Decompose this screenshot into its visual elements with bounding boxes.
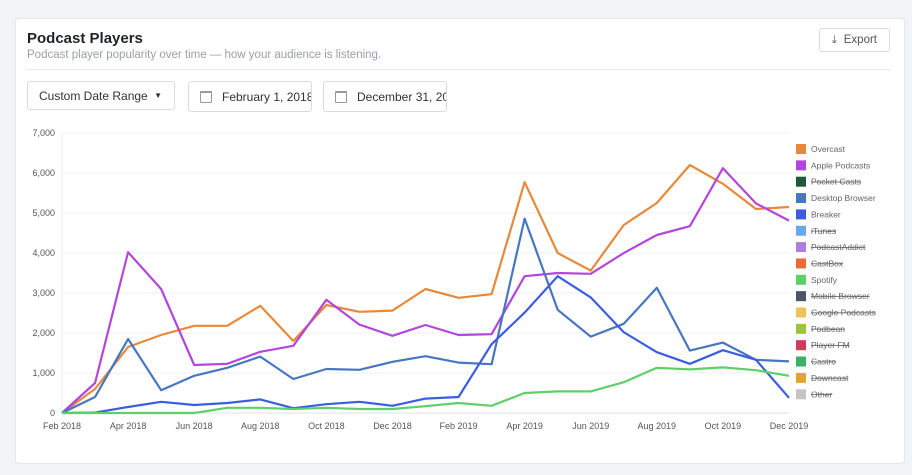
x-tick-label: Jun 2019 (572, 421, 609, 431)
legend-swatch (796, 340, 806, 351)
legend-item-downcast[interactable]: Downcast (811, 373, 849, 383)
end-date-value: December 31, 2019 (357, 89, 446, 104)
end-date-input[interactable]: December 31, 2019 (323, 81, 447, 112)
x-tick-label: Dec 2019 (770, 421, 809, 431)
legend-swatch (796, 160, 806, 171)
y-tick-label: 2,000 (32, 328, 55, 338)
legend-item-spotify[interactable]: Spotify (811, 275, 838, 285)
y-tick-label: 4,000 (32, 248, 55, 258)
calendar-icon (335, 90, 347, 103)
legend-item-podcastaddict[interactable]: PodcastAddict (811, 242, 866, 252)
series-line-apple-podcasts (61, 167, 790, 414)
x-tick-label: Feb 2018 (43, 421, 81, 431)
legend-item-breaker[interactable]: Breaker (811, 209, 841, 219)
calendar-icon (200, 90, 212, 103)
x-tick-label: Jun 2018 (176, 421, 213, 431)
legend-item-mobile-browser[interactable]: Mobile Browser (811, 291, 870, 301)
page-title: Podcast Players (27, 30, 143, 47)
x-tick-label: Aug 2018 (241, 421, 280, 431)
y-tick-label: 7,000 (32, 128, 55, 138)
legend-swatch (796, 242, 806, 253)
series-line-spotify (62, 366, 790, 415)
legend-swatch (796, 274, 806, 285)
legend-item-pocket-casts[interactable]: Pocket Casts (811, 177, 861, 187)
x-tick-label: Oct 2018 (308, 421, 345, 431)
legend-item-desktop-browser[interactable]: Desktop Browser (811, 193, 876, 203)
legend-item-itunes[interactable]: iTunes (811, 226, 836, 236)
legend-item-podbean[interactable]: Podbean (811, 324, 845, 334)
x-tick-label: Apr 2018 (110, 421, 147, 431)
legend-item-player-fm[interactable]: Player FM (811, 340, 850, 350)
legend-swatch (796, 372, 806, 383)
x-tick-label: Aug 2019 (638, 421, 677, 431)
series-line-desktop-browser (61, 217, 790, 414)
date-range-select[interactable]: Custom Date Range ▼ (27, 81, 175, 110)
legend-swatch (796, 258, 806, 269)
y-tick-label: 0 (50, 408, 55, 418)
legend-swatch (796, 323, 806, 334)
legend-swatch (796, 389, 806, 400)
x-tick-label: Dec 2018 (373, 421, 412, 431)
caret-down-icon: ▼ (154, 91, 162, 100)
legend-item-apple-podcasts[interactable]: Apple Podcasts (811, 160, 870, 170)
date-range-value: Custom Date Range (39, 88, 148, 103)
export-button[interactable]: ⤓ Export (818, 28, 890, 52)
start-date-value: February 1, 2018 (222, 89, 312, 104)
x-tick-label: Apr 2019 (506, 421, 543, 431)
legend-item-overcast[interactable]: Overcast (811, 144, 846, 154)
legend-swatch (796, 291, 806, 302)
start-date-input[interactable]: February 1, 2018 (188, 81, 312, 112)
download-icon: ⤓ (831, 33, 837, 46)
legend-swatch (796, 209, 806, 220)
y-tick-label: 6,000 (32, 168, 55, 178)
page-subtitle: Podcast player popularity over time — ho… (27, 49, 382, 61)
legend-item-castro[interactable]: Castro (811, 357, 836, 367)
legend-swatch (796, 225, 806, 236)
legend-item-google-podcasts[interactable]: Google Podcasts (811, 308, 876, 318)
legend-swatch (796, 193, 806, 204)
legend-swatch (796, 356, 806, 367)
legend-swatch (796, 307, 806, 318)
series-line-overcast (61, 163, 790, 414)
y-tick-label: 1,000 (32, 368, 55, 378)
legend-swatch (796, 144, 806, 154)
legend-item-other[interactable]: Other (811, 389, 832, 399)
y-tick-label: 3,000 (32, 288, 55, 298)
y-tick-label: 5,000 (32, 208, 55, 218)
legend-swatch (796, 176, 806, 187)
x-tick-label: Feb 2019 (440, 421, 478, 431)
series-line-breaker (61, 275, 790, 415)
export-label: Export (843, 34, 877, 46)
x-tick-label: Oct 2019 (705, 421, 742, 431)
legend-item-castbox[interactable]: CastBox (811, 258, 844, 268)
divider (27, 69, 890, 70)
